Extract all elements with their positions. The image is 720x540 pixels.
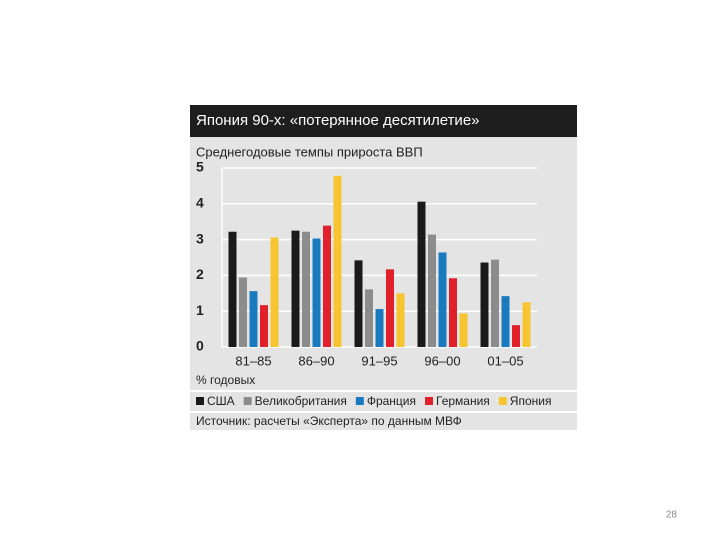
bar bbox=[365, 289, 373, 347]
bar bbox=[354, 260, 363, 347]
x-tick-label: 81–85 bbox=[235, 353, 271, 368]
x-tick-label: 96–00 bbox=[424, 353, 460, 368]
bar bbox=[501, 296, 510, 347]
y-tick-label: 4 bbox=[196, 195, 204, 211]
bar bbox=[260, 305, 268, 347]
legend-swatch bbox=[498, 397, 507, 405]
y-tick-label: 1 bbox=[196, 302, 204, 318]
bar bbox=[438, 252, 447, 347]
title-bar bbox=[190, 105, 577, 137]
chart-title: Япония 90-х: «потерянное десятилетие» bbox=[196, 112, 480, 129]
chart-panel bbox=[190, 105, 577, 430]
legend-label: Япония bbox=[510, 394, 552, 408]
x-tick-label: 91–95 bbox=[361, 353, 397, 368]
legend-swatch bbox=[425, 397, 433, 405]
bar bbox=[459, 313, 468, 347]
y-tick-label: 0 bbox=[196, 338, 204, 354]
bar bbox=[270, 237, 279, 347]
bar bbox=[396, 293, 405, 347]
bar bbox=[522, 302, 531, 347]
bar bbox=[428, 234, 436, 347]
chart-subtitle: Среднегодовые темпы прироста ВВП bbox=[196, 144, 423, 159]
bar bbox=[386, 269, 394, 347]
legend-label: США bbox=[207, 394, 235, 408]
bar bbox=[375, 309, 384, 347]
bar bbox=[417, 201, 426, 347]
bar bbox=[449, 278, 457, 347]
bar bbox=[249, 291, 258, 347]
legend-label: Великобритания bbox=[255, 394, 347, 408]
x-tick-label: 01–05 bbox=[487, 353, 523, 368]
bar bbox=[312, 238, 321, 347]
y-tick-label: 3 bbox=[196, 230, 204, 246]
legend-swatch bbox=[196, 397, 204, 405]
y-tick-label: 2 bbox=[196, 266, 204, 282]
legend-label: Германия bbox=[436, 394, 490, 408]
legend-swatch bbox=[355, 397, 364, 405]
bar bbox=[302, 231, 310, 347]
legend-swatch bbox=[243, 397, 252, 405]
legend-label: Франция bbox=[367, 394, 416, 408]
bar bbox=[291, 230, 300, 347]
y-unit: % годовых bbox=[196, 373, 255, 387]
y-tick-label: 5 bbox=[196, 159, 204, 175]
bar bbox=[228, 231, 237, 347]
bar bbox=[239, 277, 247, 347]
page-number: 28 bbox=[666, 510, 678, 521]
bar bbox=[480, 262, 489, 347]
bar bbox=[323, 225, 331, 347]
source: Источник: расчеты «Эксперта» по данным М… bbox=[196, 414, 462, 428]
bar bbox=[333, 175, 342, 347]
x-tick-label: 86–90 bbox=[298, 353, 334, 368]
bar bbox=[491, 259, 499, 347]
bar bbox=[512, 325, 520, 347]
